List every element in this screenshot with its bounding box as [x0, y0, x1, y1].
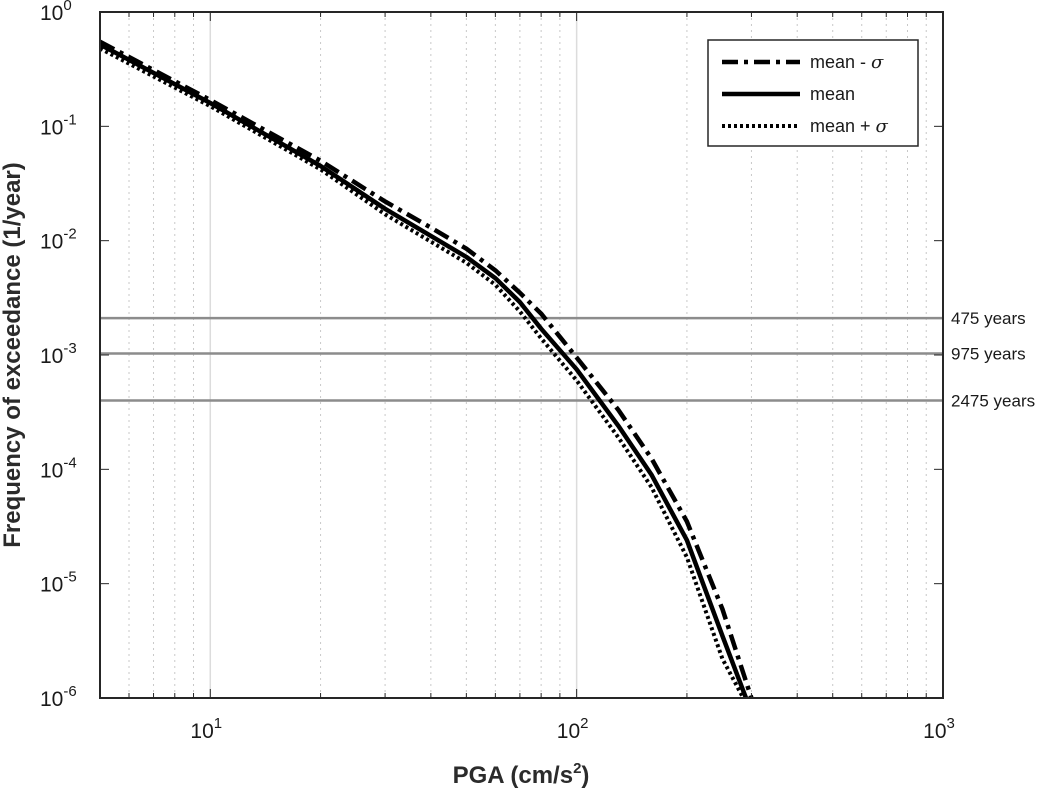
x-axis-title-main: PGA (cm/s [453, 762, 573, 789]
series-line-dashdot [98, 39, 754, 699]
y-tick-exponent: -5 [63, 569, 76, 586]
grid-layer [99, 12, 927, 698]
x-axis-title-end: ) [581, 762, 589, 789]
y-tick-label: 10-4 [40, 454, 77, 482]
y-tick-base: 10 [40, 116, 63, 139]
x-tick-exponent: 2 [580, 715, 588, 732]
legend-label-text: mean [810, 84, 855, 104]
y-tick-base: 10 [40, 345, 63, 368]
y-tick-exponent: -4 [63, 454, 76, 471]
y-tick-label: 10-3 [40, 340, 77, 368]
y-tick-label: 10-6 [40, 683, 77, 711]
legend-label-text: mean + [810, 116, 876, 136]
legend-sigma-symbol: σ [876, 116, 889, 137]
y-tick-exponent: -2 [63, 226, 76, 243]
reference-line-label: 475 years [951, 309, 1026, 328]
x-tick-base: 10 [923, 720, 946, 743]
legend-label: mean - σ [810, 52, 884, 73]
reference-line-label: 2475 years [951, 391, 1035, 410]
y-tick-label: 10-2 [40, 226, 77, 254]
y-tick-base: 10 [40, 688, 63, 711]
x-tick-exponent: 3 [947, 715, 955, 732]
series-line-solid [98, 42, 749, 699]
y-tick-label: 10-5 [40, 569, 77, 597]
series-layer [98, 39, 754, 699]
y-tick-base: 10 [40, 459, 63, 482]
y-tick-base: 10 [40, 231, 63, 254]
x-tick-label: 102 [557, 715, 589, 743]
axis-ticks [99, 11, 943, 699]
y-tick-label: 100 [40, 0, 72, 25]
legend-label: mean [810, 84, 855, 104]
x-tick-label: 101 [190, 715, 222, 743]
legend-label: mean + σ [810, 116, 889, 137]
y-axis-title: Frequency of exceedance (1/year) [0, 162, 26, 548]
y-tick-exponent: 0 [63, 0, 71, 14]
reference-lines: 475 years 975 years 2475 years [100, 309, 1035, 410]
y-tick-base: 10 [40, 574, 63, 597]
x-tick-base: 10 [557, 720, 580, 743]
reference-line-label: 975 years [951, 345, 1026, 364]
x-axis-title: PGA (cm/s2) [453, 760, 590, 789]
y-tick-exponent: -3 [63, 340, 76, 357]
x-tick-exponent: 1 [214, 715, 222, 732]
y-tick-exponent: -1 [63, 111, 76, 128]
series-line-dotted [99, 46, 746, 699]
legend-label-text: mean - [810, 52, 871, 72]
legend-sigma-symbol: σ [871, 52, 884, 73]
x-tick-label: 103 [923, 715, 955, 743]
x-tick-base: 10 [190, 720, 213, 743]
y-tick-exponent: -6 [63, 683, 76, 700]
y-tick-label: 10-1 [40, 111, 77, 139]
y-tick-base: 10 [40, 2, 63, 25]
x-axis-title-exponent: 2 [573, 760, 581, 777]
